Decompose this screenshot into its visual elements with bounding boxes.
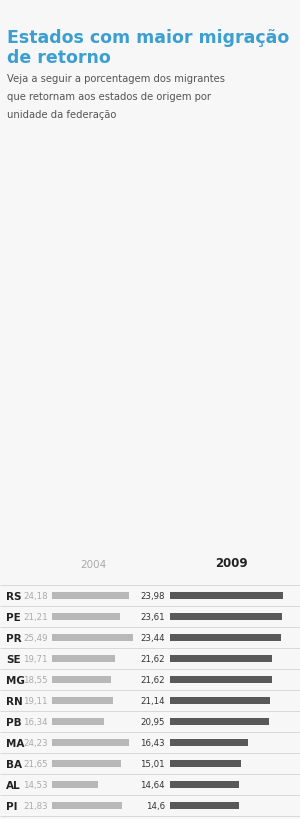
Bar xyxy=(170,655,272,663)
Bar xyxy=(52,698,113,704)
Text: Estados com maior migração: Estados com maior migração xyxy=(7,29,289,47)
Text: de retorno: de retorno xyxy=(7,49,111,67)
Text: RN: RN xyxy=(6,696,23,706)
Bar xyxy=(52,655,115,663)
Bar xyxy=(170,718,269,726)
Text: 19,11: 19,11 xyxy=(23,696,48,705)
Text: Veja a seguir a porcentagem dos migrantes: Veja a seguir a porcentagem dos migrante… xyxy=(7,74,225,84)
Bar xyxy=(170,760,241,767)
Text: PI: PI xyxy=(6,801,17,811)
Text: 21,62: 21,62 xyxy=(140,654,165,663)
Text: PE: PE xyxy=(6,612,21,622)
Text: 21,14: 21,14 xyxy=(140,696,165,705)
Text: MA: MA xyxy=(6,738,24,748)
Bar xyxy=(170,635,281,641)
Text: 23,44: 23,44 xyxy=(140,634,165,643)
Text: 2004: 2004 xyxy=(80,559,106,569)
Text: 15,01: 15,01 xyxy=(140,759,165,768)
Text: 21,65: 21,65 xyxy=(23,759,48,768)
Text: 14,53: 14,53 xyxy=(23,781,48,790)
Bar xyxy=(52,718,104,726)
Text: 21,62: 21,62 xyxy=(140,676,165,685)
Bar xyxy=(170,613,282,621)
Text: PR: PR xyxy=(6,633,22,643)
Text: 21,21: 21,21 xyxy=(23,613,48,622)
Bar xyxy=(52,593,129,600)
Bar xyxy=(52,760,121,767)
Bar xyxy=(170,781,239,789)
Bar xyxy=(52,740,129,746)
Bar xyxy=(52,635,134,641)
Text: 23,98: 23,98 xyxy=(140,591,165,600)
Text: BA: BA xyxy=(6,759,22,769)
Bar xyxy=(170,803,239,809)
Text: PB: PB xyxy=(6,717,22,727)
Text: unidade da federação: unidade da federação xyxy=(7,110,116,120)
Text: 25,49: 25,49 xyxy=(23,634,48,643)
Text: 14,64: 14,64 xyxy=(140,781,165,790)
Text: 16,43: 16,43 xyxy=(140,739,165,748)
Bar xyxy=(170,593,284,600)
Text: 24,23: 24,23 xyxy=(23,739,48,748)
Text: RS: RS xyxy=(6,591,22,601)
Text: 23,61: 23,61 xyxy=(140,613,165,622)
Text: 24,18: 24,18 xyxy=(23,591,48,600)
Bar xyxy=(52,613,120,621)
Bar xyxy=(170,740,248,746)
Text: MG: MG xyxy=(6,675,25,685)
Bar xyxy=(170,698,270,704)
Text: SE: SE xyxy=(6,654,21,664)
Bar xyxy=(52,781,98,789)
Bar xyxy=(170,676,272,684)
Text: 20,95: 20,95 xyxy=(140,717,165,726)
Bar xyxy=(52,803,122,809)
Text: que retornam aos estados de origem por: que retornam aos estados de origem por xyxy=(7,92,211,102)
Text: AL: AL xyxy=(6,780,21,790)
Text: 21,83: 21,83 xyxy=(23,801,48,810)
Text: 19,71: 19,71 xyxy=(23,654,48,663)
Text: 14,6: 14,6 xyxy=(146,801,165,810)
Text: 2009: 2009 xyxy=(215,556,248,569)
Bar xyxy=(52,676,111,684)
Text: 18,55: 18,55 xyxy=(23,676,48,685)
Text: 16,34: 16,34 xyxy=(23,717,48,726)
